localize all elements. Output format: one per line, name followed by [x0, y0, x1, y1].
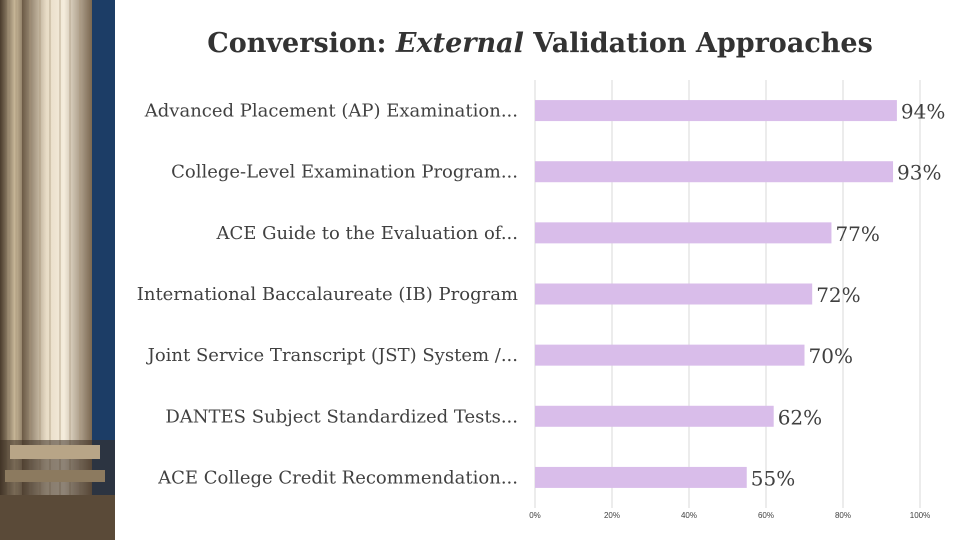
category-label: Joint Service Transcript (JST) System /.… — [146, 345, 518, 366]
classical-columns-icon — [0, 0, 115, 540]
x-tick-label: 60% — [758, 511, 774, 520]
title-part2: Validation Approaches — [523, 28, 873, 59]
data-label: 94% — [901, 100, 945, 124]
bar — [535, 161, 894, 183]
category-label: ACE Guide to the Evaluation of... — [215, 223, 518, 244]
x-tick-label: 100% — [910, 511, 930, 520]
data-label: 70% — [809, 344, 853, 368]
title-emphasis: External — [395, 28, 524, 59]
bar — [535, 466, 747, 488]
title-part1: Conversion: — [207, 28, 396, 59]
bar — [535, 222, 832, 244]
data-label: 62% — [778, 405, 822, 429]
category-label: College-Level Examination Program... — [171, 162, 518, 183]
category-label: DANTES Subject Standardized Tests... — [165, 406, 518, 427]
slide-title: Conversion: External Validation Approach… — [120, 28, 960, 59]
bar — [535, 283, 813, 305]
category-label: Advanced Placement (AP) Examination... — [144, 101, 518, 122]
category-label: ACE College Credit Recommendation... — [157, 467, 518, 488]
x-tick-label: 80% — [835, 511, 851, 520]
category-label: International Baccalaureate (IB) Program — [137, 284, 518, 305]
side-photo-panel — [0, 0, 115, 540]
data-label: 93% — [897, 161, 941, 185]
data-label: 72% — [816, 283, 860, 307]
bar — [535, 405, 774, 427]
x-tick-label: 40% — [681, 511, 697, 520]
bar — [535, 100, 897, 122]
data-label: 77% — [835, 222, 879, 246]
x-tick-label: 20% — [604, 511, 620, 520]
data-label: 55% — [751, 466, 795, 490]
bar — [535, 344, 805, 366]
x-tick-label: 0% — [529, 511, 541, 520]
